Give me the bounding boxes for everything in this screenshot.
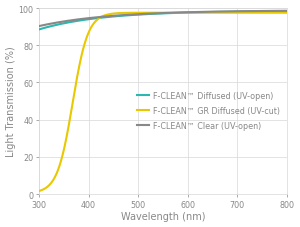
F-CLEAN™ GR Diffused (UV-cut) xyxy=(235,12,238,15)
F-CLEAN™ Diffused (UV-open) xyxy=(137,14,141,17)
F-CLEAN™ Clear (UV-open) xyxy=(62,21,66,24)
F-CLEAN™ GR Diffused (UV-cut) xyxy=(146,12,150,15)
F-CLEAN™ Clear (UV-open) xyxy=(146,13,150,16)
F-CLEAN™ Diffused (UV-open) xyxy=(146,14,150,16)
X-axis label: Wavelength (nm): Wavelength (nm) xyxy=(121,212,205,222)
F-CLEAN™ GR Diffused (UV-cut) xyxy=(37,190,41,192)
F-CLEAN™ Diffused (UV-open) xyxy=(235,11,238,14)
F-CLEAN™ Clear (UV-open) xyxy=(230,11,234,14)
F-CLEAN™ Diffused (UV-open) xyxy=(207,12,211,14)
F-CLEAN™ GR Diffused (UV-cut) xyxy=(137,12,141,15)
Legend: F-CLEAN™ Diffused (UV-open), F-CLEAN™ GR Diffused (UV-cut), F-CLEAN™ Clear (UV-o: F-CLEAN™ Diffused (UV-open), F-CLEAN™ GR… xyxy=(134,89,283,133)
F-CLEAN™ Clear (UV-open) xyxy=(207,11,211,14)
F-CLEAN™ GR Diffused (UV-cut) xyxy=(285,12,289,15)
F-CLEAN™ GR Diffused (UV-cut) xyxy=(207,12,211,15)
Line: F-CLEAN™ Clear (UV-open): F-CLEAN™ Clear (UV-open) xyxy=(39,12,287,27)
F-CLEAN™ Clear (UV-open) xyxy=(37,26,41,28)
F-CLEAN™ Clear (UV-open) xyxy=(285,10,289,13)
F-CLEAN™ Diffused (UV-open) xyxy=(62,23,66,25)
Line: F-CLEAN™ Diffused (UV-open): F-CLEAN™ Diffused (UV-open) xyxy=(39,12,287,30)
Y-axis label: Light Transmission (%): Light Transmission (%) xyxy=(6,47,16,157)
F-CLEAN™ Clear (UV-open) xyxy=(137,14,141,16)
F-CLEAN™ Clear (UV-open) xyxy=(235,11,238,14)
F-CLEAN™ Diffused (UV-open) xyxy=(285,11,289,13)
F-CLEAN™ Diffused (UV-open) xyxy=(37,29,41,32)
F-CLEAN™ GR Diffused (UV-cut) xyxy=(230,12,234,15)
Line: F-CLEAN™ GR Diffused (UV-cut): F-CLEAN™ GR Diffused (UV-cut) xyxy=(39,14,287,191)
F-CLEAN™ GR Diffused (UV-cut) xyxy=(62,147,66,150)
F-CLEAN™ Diffused (UV-open) xyxy=(230,11,234,14)
